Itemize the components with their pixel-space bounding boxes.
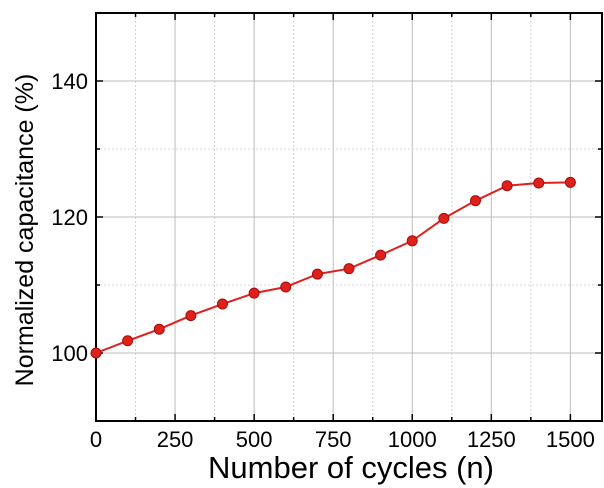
series-line <box>95 181 571 354</box>
x-tick-label: 250 <box>157 427 194 452</box>
x-tick-label: 1000 <box>388 427 437 452</box>
data-point <box>343 263 355 275</box>
data-point <box>185 310 197 322</box>
y-axis-title: Normalized capacitance (%) <box>11 74 39 387</box>
data-point <box>280 281 292 293</box>
data-point <box>90 347 102 359</box>
data-point <box>122 335 134 347</box>
data-point <box>533 177 545 189</box>
y-tick-label: 120 <box>51 205 88 230</box>
data-point <box>248 287 260 299</box>
data-point <box>153 323 165 335</box>
data-point <box>470 195 481 207</box>
y-tick-label: 100 <box>51 341 88 366</box>
series <box>90 176 576 359</box>
grid <box>96 13 602 421</box>
x-tick-label: 750 <box>315 427 352 452</box>
axis-ticks: 0 250 500 750 1000 1250 1500 100 120 140 <box>51 12 602 452</box>
x-axis-title: Number of cycles (n) <box>208 450 494 485</box>
x-tick-label: 1250 <box>467 427 516 452</box>
x-tick-label: 1500 <box>546 427 595 452</box>
data-point <box>375 249 387 261</box>
data-point <box>438 212 450 224</box>
data-point <box>311 268 323 280</box>
y-tick-label: 140 <box>51 69 88 94</box>
data-point <box>217 298 228 310</box>
x-tick-label: 500 <box>236 427 273 452</box>
x-tick-label: 0 <box>90 427 102 452</box>
data-point <box>406 235 418 247</box>
data-point <box>564 176 576 188</box>
data-point <box>501 180 513 192</box>
